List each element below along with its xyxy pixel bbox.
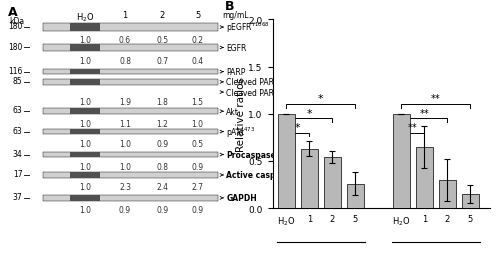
Text: Cleaved PARP: Cleaved PARP [226,78,279,87]
FancyBboxPatch shape [70,44,100,52]
FancyBboxPatch shape [42,172,218,178]
Text: 1.8: 1.8 [156,97,168,106]
FancyBboxPatch shape [70,129,100,135]
Text: 0.9: 0.9 [119,205,131,214]
Text: 1.1: 1.1 [119,119,131,128]
Text: 1.5: 1.5 [192,97,203,106]
Text: *: * [318,94,324,104]
FancyBboxPatch shape [70,195,100,201]
Text: 1.0: 1.0 [119,139,131,148]
Text: 0.9: 0.9 [156,205,168,214]
Text: B: B [224,0,234,13]
Text: 0.4: 0.4 [192,57,203,66]
FancyBboxPatch shape [70,80,100,85]
Bar [346,184,364,208]
Text: 37: 37 [13,192,22,201]
Text: 0.9: 0.9 [192,162,203,171]
Text: **: ** [420,108,430,118]
Text: 1.0: 1.0 [192,119,203,128]
Text: Procaspase-3: Procaspase-3 [226,150,284,160]
Text: kDa: kDa [9,17,24,25]
Bar [462,194,479,208]
Text: 0.8: 0.8 [156,162,168,171]
FancyBboxPatch shape [42,195,218,201]
Text: H$_2$O: H$_2$O [76,11,94,24]
Text: 1.0: 1.0 [79,139,91,148]
Text: 0.2: 0.2 [192,36,203,45]
FancyBboxPatch shape [70,172,100,178]
Text: 63: 63 [13,126,22,135]
Text: *: * [306,108,312,118]
Text: 0.9: 0.9 [192,205,203,214]
FancyBboxPatch shape [42,129,218,135]
Text: 34: 34 [13,149,22,158]
Text: GAPDH: GAPDH [226,194,257,203]
Text: 2: 2 [160,11,165,20]
FancyBboxPatch shape [70,24,100,32]
FancyBboxPatch shape [42,24,218,32]
FancyBboxPatch shape [42,80,218,85]
Text: 0.5: 0.5 [156,36,168,45]
Y-axis label: Relative ratios: Relative ratios [236,77,246,152]
Text: 17: 17 [13,169,22,179]
Text: mg/mL: mg/mL [222,11,249,20]
FancyBboxPatch shape [70,70,100,75]
Text: 1.9: 1.9 [119,97,131,106]
Text: 1.0: 1.0 [79,183,91,192]
Text: A: A [8,6,17,19]
Bar [416,147,433,208]
Text: 63: 63 [13,106,22,115]
Bar [324,157,341,208]
Text: 1.0: 1.0 [79,205,91,214]
Text: 1: 1 [122,11,128,20]
FancyBboxPatch shape [42,152,218,158]
Text: 1.2: 1.2 [156,119,168,128]
Text: 2.7: 2.7 [192,183,203,192]
FancyBboxPatch shape [70,109,100,115]
Text: 0.9: 0.9 [156,139,168,148]
FancyBboxPatch shape [42,44,218,52]
Text: 0.5: 0.5 [192,139,203,148]
Text: 180: 180 [8,22,22,31]
Text: 0.8: 0.8 [119,57,131,66]
Text: 116: 116 [8,67,22,76]
FancyBboxPatch shape [70,152,100,158]
Text: 1.0: 1.0 [79,97,91,106]
Text: pAkt$^{473}$: pAkt$^{473}$ [226,125,256,139]
Text: 1.0: 1.0 [79,36,91,45]
Text: 1.0: 1.0 [79,162,91,171]
Text: Active caspase-3: Active caspase-3 [226,171,299,180]
Text: EGFR: EGFR [226,44,246,53]
Text: **: ** [431,94,441,104]
Text: 180: 180 [8,42,22,52]
Text: 1.0: 1.0 [79,119,91,128]
Bar [300,149,318,208]
Text: **: ** [408,122,418,132]
Text: PARP: PARP [226,68,246,77]
Text: 5: 5 [195,11,200,20]
Text: pEGFR$^{Y1068}$: pEGFR$^{Y1068}$ [226,21,270,35]
Text: 0.6: 0.6 [119,36,131,45]
Text: Akt: Akt [226,107,239,116]
Text: 2.4: 2.4 [156,183,168,192]
Bar [393,114,410,208]
Text: 2.3: 2.3 [119,183,131,192]
Text: Cleaved PARP: Cleaved PARP [226,88,279,97]
FancyBboxPatch shape [42,109,218,115]
Bar [439,180,456,208]
Text: 0.7: 0.7 [156,57,168,66]
Text: 85: 85 [13,77,22,86]
Bar [278,114,295,208]
FancyBboxPatch shape [42,70,218,75]
Text: *: * [295,122,300,132]
Text: 1.0: 1.0 [119,162,131,171]
Text: 1.0: 1.0 [79,57,91,66]
